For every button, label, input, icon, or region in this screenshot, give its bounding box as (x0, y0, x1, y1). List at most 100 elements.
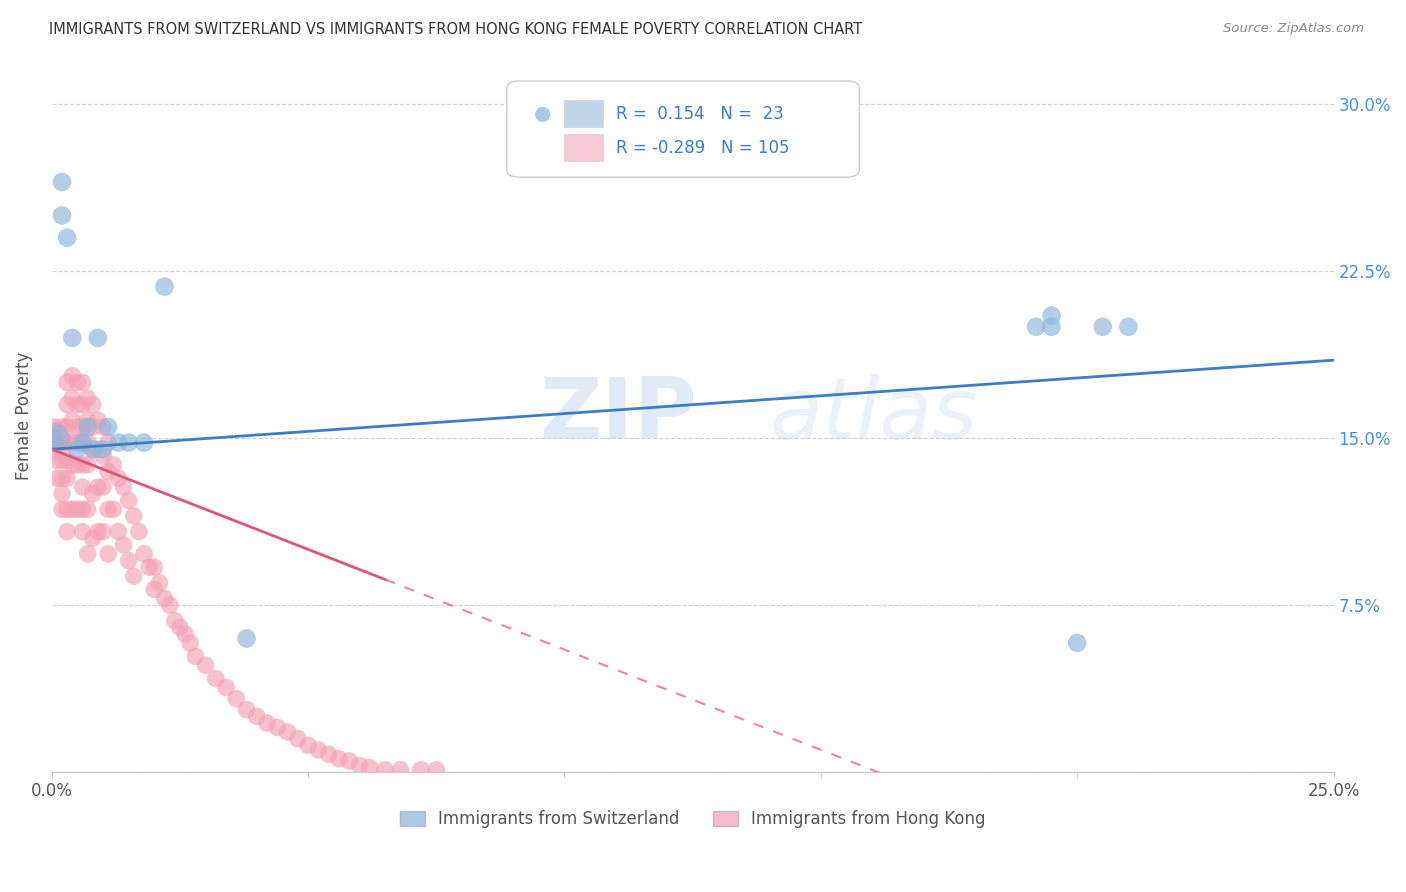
Point (148, 575, 170, 590)
Point (91, 480, 114, 494)
Point (87, 331, 110, 345)
Point (72, 398, 94, 412)
Point (44, 420, 66, 434)
Point (51, 471, 73, 485)
Point (194, 658, 217, 673)
Point (389, 763, 412, 777)
Point (56, 502, 79, 516)
Point (118, 553, 141, 567)
Point (174, 627, 197, 641)
Point (82, 442, 104, 457)
Text: R =  0.154   N =  23: R = 0.154 N = 23 (616, 104, 783, 123)
Point (56, 435, 79, 450)
Text: R = -0.289   N = 105: R = -0.289 N = 105 (616, 139, 789, 157)
Point (277, 725, 299, 739)
Text: Source: ZipAtlas.com: Source: ZipAtlas.com (1223, 22, 1364, 36)
Point (66, 376, 89, 390)
Point (60, 331, 83, 345)
Point (76, 435, 98, 450)
Point (1040, 319, 1063, 334)
Point (87, 480, 110, 494)
Point (76, 502, 98, 516)
Point (337, 754, 360, 768)
Point (132, 435, 155, 450)
Point (76, 391, 98, 405)
Point (107, 435, 129, 450)
Point (169, 620, 191, 634)
Point (60, 502, 83, 516)
Point (97, 420, 120, 434)
Point (1066, 636, 1088, 650)
Point (45, 471, 67, 485)
Point (51, 435, 73, 450)
Point (97, 465, 120, 479)
Point (307, 743, 329, 757)
Point (225, 691, 247, 706)
Point (66, 420, 89, 434)
Point (44, 435, 66, 450)
Point (235, 632, 257, 646)
Point (318, 747, 340, 762)
Point (76, 420, 98, 434)
Point (179, 636, 201, 650)
Point (66, 398, 89, 412)
Point (76, 547, 98, 561)
Point (72, 376, 94, 390)
Point (51, 453, 73, 467)
Point (82, 398, 104, 412)
Point (45, 453, 67, 467)
Point (153, 591, 176, 606)
Point (256, 716, 278, 731)
Point (184, 649, 207, 664)
Point (349, 758, 371, 772)
Point (159, 598, 181, 612)
Point (153, 279, 176, 293)
Point (56, 471, 79, 485)
Point (246, 709, 269, 723)
Point (60, 368, 83, 383)
Point (56, 420, 79, 434)
Point (118, 435, 141, 450)
FancyBboxPatch shape (506, 81, 859, 178)
Point (72, 420, 94, 434)
Point (91, 524, 114, 539)
Point (72, 435, 94, 450)
Point (359, 761, 381, 775)
Point (163, 614, 186, 628)
Point (72, 458, 94, 472)
Point (51, 487, 73, 501)
Point (1025, 319, 1047, 334)
Point (266, 721, 288, 735)
Point (122, 508, 145, 523)
Point (328, 752, 350, 766)
Point (72, 502, 94, 516)
Point (44, 431, 66, 445)
Point (138, 560, 160, 574)
FancyBboxPatch shape (564, 135, 603, 161)
Point (56, 230, 79, 244)
Text: atlas: atlas (769, 375, 977, 458)
Point (91, 449, 114, 463)
Point (76, 458, 98, 472)
Point (103, 458, 125, 472)
Point (409, 763, 432, 777)
Text: IMMIGRANTS FROM SWITZERLAND VS IMMIGRANTS FROM HONG KONG FEMALE POVERTY CORRELAT: IMMIGRANTS FROM SWITZERLAND VS IMMIGRANT… (49, 22, 862, 37)
Point (97, 502, 120, 516)
Point (425, 763, 447, 777)
Point (97, 547, 120, 561)
Point (82, 487, 104, 501)
Point (297, 739, 319, 753)
Point (97, 435, 120, 450)
Point (107, 471, 129, 485)
Point (56, 524, 79, 539)
Point (45, 435, 67, 450)
Point (60, 391, 83, 405)
Text: ZIP: ZIP (538, 375, 696, 458)
Point (374, 763, 396, 777)
FancyBboxPatch shape (564, 100, 603, 128)
Point (143, 560, 166, 574)
Point (51, 502, 73, 516)
Point (44, 431, 66, 445)
Point (87, 413, 110, 427)
Point (112, 538, 135, 552)
